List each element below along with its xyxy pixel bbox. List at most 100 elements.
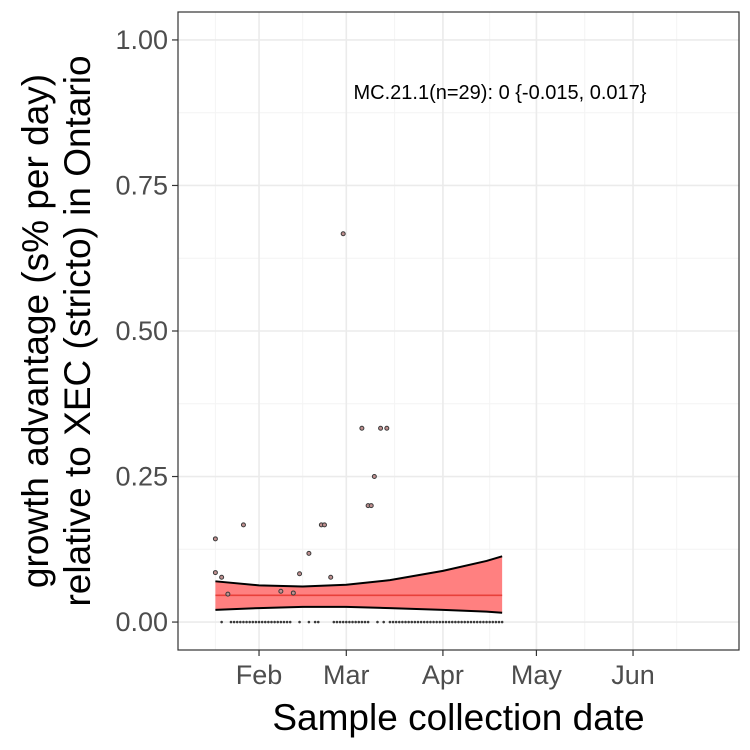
zero-data-point xyxy=(338,620,342,624)
data-point xyxy=(359,425,365,431)
y-tick-label: 0.25 xyxy=(115,462,168,492)
zero-data-point xyxy=(257,620,261,624)
zero-data-point xyxy=(285,620,289,624)
zero-data-point xyxy=(447,620,451,624)
zero-data-point xyxy=(232,620,236,624)
zero-data-point xyxy=(229,620,233,624)
fit-annotation: MC.21.1(n=29): 0 {-0.015, 0.017} xyxy=(354,82,647,104)
zero-data-point xyxy=(397,620,401,624)
confidence-band xyxy=(215,555,503,614)
zero-data-point xyxy=(454,620,457,624)
data-point xyxy=(378,425,384,431)
zero-data-point xyxy=(357,620,361,624)
zero-data-point xyxy=(457,620,460,624)
zero-data-point xyxy=(472,620,476,624)
zero-data-point xyxy=(491,620,495,624)
zero-data-point xyxy=(419,620,423,624)
zero-data-point xyxy=(366,620,370,624)
zero-data-point xyxy=(497,620,501,624)
zero-data-point xyxy=(376,620,379,624)
zero-data-point xyxy=(426,620,429,624)
zero-data-point xyxy=(341,620,345,624)
zero-data-point xyxy=(404,620,407,624)
zero-data-point xyxy=(220,620,223,624)
zero-data-point xyxy=(469,620,473,624)
x-tick-label: Feb xyxy=(236,660,283,690)
zero-data-point xyxy=(267,620,270,624)
zero-data-point xyxy=(410,620,414,624)
data-point xyxy=(212,536,218,542)
data-point xyxy=(290,590,296,596)
x-tick-label: Mar xyxy=(323,660,370,690)
zero-data-point xyxy=(444,620,448,624)
data-point xyxy=(371,474,377,480)
x-tick-label: May xyxy=(511,660,563,690)
zero-data-point xyxy=(488,620,491,624)
zero-data-point xyxy=(382,620,386,624)
data-point xyxy=(306,550,312,556)
data-point xyxy=(212,570,218,576)
zero-data-point xyxy=(482,620,485,624)
data-points xyxy=(212,231,504,624)
zero-data-point xyxy=(460,620,463,624)
zero-data-point xyxy=(416,620,420,624)
zero-data-point xyxy=(441,620,445,624)
data-point xyxy=(328,574,334,580)
y-axis-title-line-2: relative to XEC (stricto) in Ontario xyxy=(57,55,98,606)
data-point xyxy=(278,588,284,594)
zero-data-point xyxy=(273,620,276,624)
zero-data-point xyxy=(494,620,498,624)
zero-data-point xyxy=(254,620,258,624)
zero-data-point xyxy=(401,620,404,624)
zero-data-point xyxy=(394,620,398,624)
data-point xyxy=(240,522,246,528)
zero-data-point xyxy=(288,620,292,624)
data-point xyxy=(225,591,231,597)
data-point xyxy=(384,425,390,431)
zero-data-point xyxy=(450,620,454,624)
data-point xyxy=(321,522,327,528)
zero-data-point xyxy=(475,620,479,624)
axes: 0.00 0.25 0.50 0.75 1.00 Feb Mar Apr May Jun xyxy=(115,25,654,690)
zero-data-point xyxy=(279,620,283,624)
zero-data-point xyxy=(248,620,251,624)
zero-data-point xyxy=(332,620,336,624)
zero-data-point xyxy=(348,620,351,624)
zero-data-point xyxy=(313,620,317,624)
y-tick-label: 0.50 xyxy=(115,316,168,346)
zero-data-point xyxy=(363,620,367,624)
zero-data-point xyxy=(500,620,504,624)
zero-data-point xyxy=(263,620,267,624)
zero-data-point xyxy=(413,620,417,624)
x-tick-label: Apr xyxy=(422,660,464,690)
zero-data-point xyxy=(298,620,301,624)
zero-data-point xyxy=(354,620,357,624)
zero-data-point xyxy=(307,620,311,624)
zero-data-point xyxy=(388,620,392,624)
zero-data-point xyxy=(270,620,273,624)
zero-data-point xyxy=(422,620,426,624)
y-axis-title-line-1: growth advantage (s% per day) xyxy=(15,74,56,588)
zero-data-point xyxy=(351,620,354,624)
zero-data-point xyxy=(438,620,442,624)
zero-data-point xyxy=(235,620,239,624)
data-point xyxy=(297,571,303,577)
confidence-band-area xyxy=(215,556,503,613)
zero-data-point xyxy=(282,620,286,624)
lower-bound-line xyxy=(215,605,503,614)
zero-data-point xyxy=(466,620,470,624)
zero-data-point xyxy=(245,620,248,624)
zero-data-point xyxy=(391,620,395,624)
zero-data-point xyxy=(432,620,435,624)
upper-bound-line xyxy=(215,555,503,588)
zero-data-point xyxy=(345,620,348,624)
data-point xyxy=(368,503,374,509)
zero-data-point xyxy=(485,620,488,624)
x-tick-label: Jun xyxy=(611,660,655,690)
zero-data-point xyxy=(429,620,432,624)
zero-data-point xyxy=(316,620,320,624)
zero-data-point xyxy=(251,620,255,624)
x-axis-title: Sample collection date xyxy=(272,697,644,738)
data-point xyxy=(219,574,225,580)
